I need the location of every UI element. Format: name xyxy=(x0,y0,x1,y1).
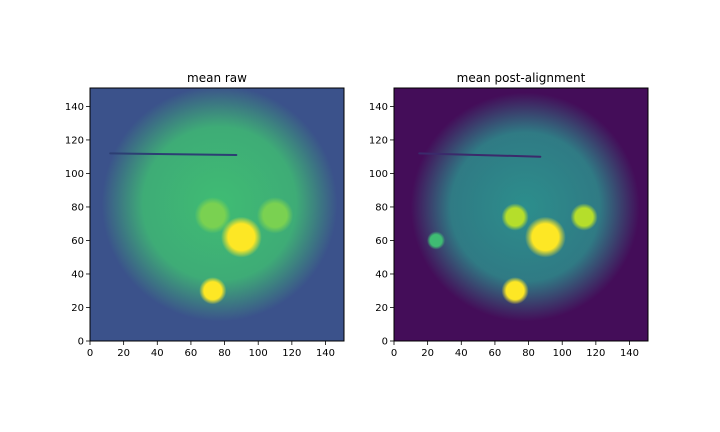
streak-artifact xyxy=(109,152,238,157)
x-tick-label: 0 xyxy=(391,348,397,359)
plot-frame xyxy=(89,87,345,342)
panel-mean-post-alignment: mean post-alignment 0 20 40 60 80 100 120 140 0… xyxy=(369,71,649,359)
intensity-halo xyxy=(410,92,640,322)
bright-spot xyxy=(570,203,598,231)
y-tick-label: 140 xyxy=(65,102,84,113)
y-tick-label: 0 xyxy=(78,337,84,348)
x-tick-label: 60 xyxy=(489,348,502,359)
bright-spot xyxy=(199,277,227,305)
bright-spot xyxy=(524,216,566,258)
y-tick-label: 60 xyxy=(71,236,84,247)
y-tick-label: 20 xyxy=(375,303,388,314)
x-axis: 0 20 40 60 80 100 120 140 xyxy=(87,341,335,359)
x-tick-label: 40 xyxy=(151,348,164,359)
heatmap-image xyxy=(394,88,648,341)
x-tick-label: 0 xyxy=(87,348,93,359)
plot-frame xyxy=(393,87,649,342)
y-tick-label: 120 xyxy=(65,135,84,146)
y-tick-label: 20 xyxy=(71,303,84,314)
y-axis: 0 20 40 60 80 100 120 140 xyxy=(65,102,90,348)
panel-title: mean post-alignment xyxy=(457,71,586,85)
streak-artifact xyxy=(418,152,542,158)
x-tick-label: 80 xyxy=(218,348,231,359)
y-tick-label: 100 xyxy=(369,169,388,180)
y-tick-label: 40 xyxy=(71,269,84,280)
x-tick-label: 40 xyxy=(455,348,468,359)
y-tick-label: 0 xyxy=(382,337,388,348)
bright-spot xyxy=(426,231,446,250)
bright-spot xyxy=(256,197,294,234)
bright-spot xyxy=(220,216,262,258)
y-axis: 0 20 40 60 80 100 120 140 xyxy=(369,102,394,348)
x-tick-label: 140 xyxy=(316,348,335,359)
x-tick-label: 140 xyxy=(620,348,639,359)
x-tick-label: 120 xyxy=(282,348,301,359)
x-tick-label: 20 xyxy=(421,348,434,359)
x-tick-label: 20 xyxy=(117,348,130,359)
y-tick-label: 60 xyxy=(375,236,388,247)
x-tick-label: 80 xyxy=(522,348,535,359)
bright-spot xyxy=(501,203,529,231)
y-tick-label: 100 xyxy=(65,169,84,180)
panel-title: mean raw xyxy=(187,71,247,85)
panel-mean-raw: mean raw 0 20 40 60 80 100 120 140 0 20 40 60 80 100… xyxy=(65,71,345,359)
x-tick-label: 120 xyxy=(586,348,605,359)
x-tick-label: 60 xyxy=(185,348,198,359)
x-tick-label: 100 xyxy=(553,348,572,359)
y-tick-label: 120 xyxy=(369,135,388,146)
x-axis: 0 20 40 60 80 100 120 140 xyxy=(391,341,639,359)
bright-spot xyxy=(501,277,529,305)
heatmap-image xyxy=(90,88,344,341)
y-tick-label: 40 xyxy=(375,269,388,280)
y-tick-label: 140 xyxy=(369,102,388,113)
y-tick-label: 80 xyxy=(71,202,84,213)
y-tick-label: 80 xyxy=(375,202,388,213)
bright-spot xyxy=(194,197,231,234)
x-tick-label: 100 xyxy=(249,348,268,359)
